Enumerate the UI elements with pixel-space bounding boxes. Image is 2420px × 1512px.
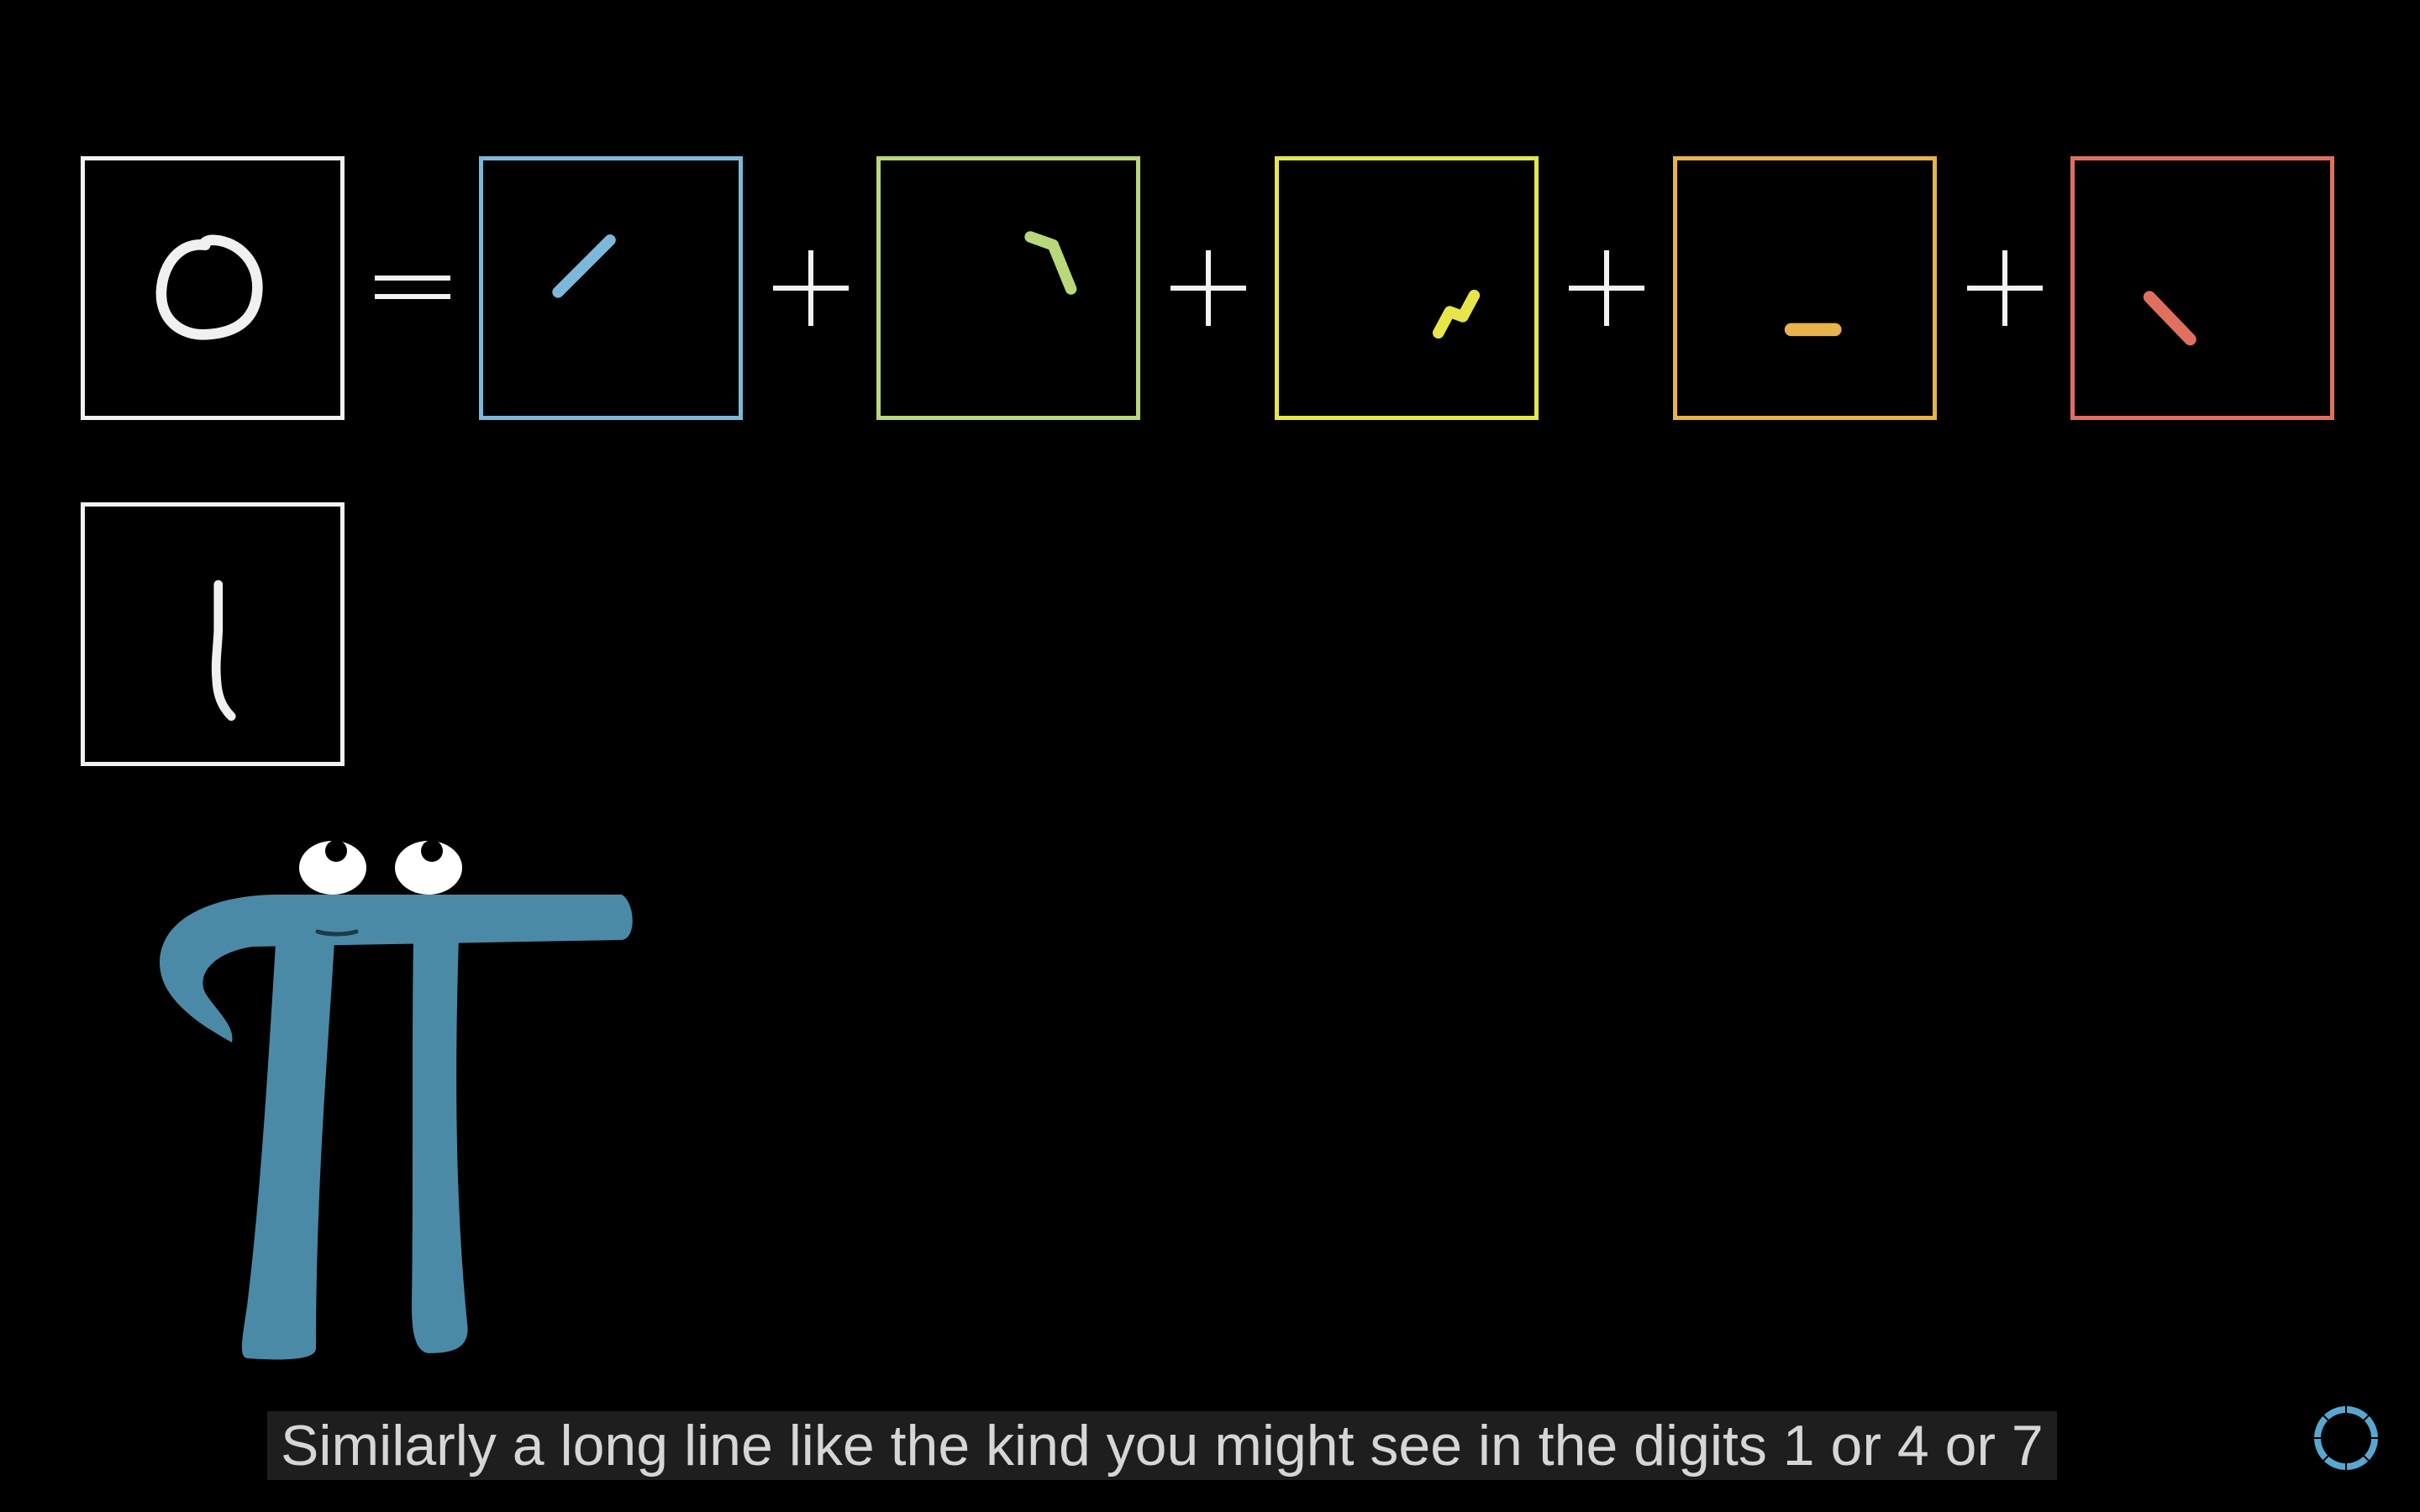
equals-sign [371, 246, 455, 330]
handwritten-zero-icon [155, 234, 263, 340]
loading-spinner-icon [2314, 1406, 2378, 1470]
pi-creature-icon [160, 840, 633, 1360]
stroke-bottom-icon [1784, 323, 1842, 337]
component-box-1 [479, 156, 743, 420]
stroke-top-left-icon [552, 234, 616, 298]
stroke-middle-right-icon [1432, 289, 1481, 339]
plus-sign-1 [769, 248, 853, 332]
component-box-4 [1673, 156, 1937, 420]
component-box-2 [876, 156, 1140, 420]
component-box-3 [1275, 156, 1539, 420]
handwritten-one-icon [211, 580, 236, 722]
component-box-5 [2070, 156, 2334, 420]
subtitle-text: Similarly a long line like the kind you … [281, 1414, 2044, 1478]
digit-zero-box [81, 156, 345, 420]
plus-sign-2 [1166, 248, 1250, 332]
stroke-bottom-left-icon [2143, 291, 2196, 346]
plus-sign-3 [1565, 248, 1649, 332]
subtitle-caption: Similarly a long line like the kind you … [267, 1411, 2057, 1480]
plus-sign-4 [1963, 248, 2047, 332]
stroke-top-right-icon [1024, 231, 1077, 295]
digit-one-box [81, 502, 345, 766]
